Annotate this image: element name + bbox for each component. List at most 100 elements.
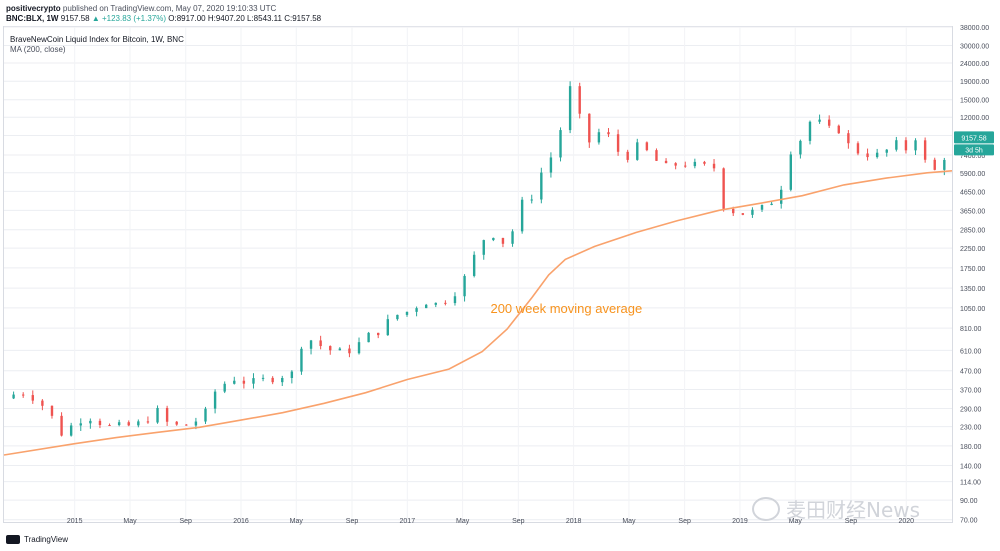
- y-tick-label: 4650.00: [960, 189, 985, 196]
- footer-brand[interactable]: TradingView: [24, 535, 69, 544]
- x-tick-label: 2018: [566, 518, 582, 525]
- publication-info: positivecrypto published on TradingView.…: [6, 4, 276, 13]
- candle-body: [568, 86, 572, 131]
- grid: [4, 26, 952, 522]
- candle-body: [79, 423, 82, 426]
- symbol-name[interactable]: BNC:BLX, 1W: [6, 14, 59, 23]
- x-tick-label: Sep: [179, 518, 192, 525]
- candle-body: [261, 377, 265, 379]
- y-tick-label: 38000.00: [960, 25, 989, 32]
- candle-body: [31, 395, 34, 401]
- ma-annotation: 200 week moving average: [490, 301, 642, 316]
- candle-body: [722, 168, 725, 209]
- y-tick-label: 2250.00: [960, 246, 985, 253]
- candle-body: [703, 161, 706, 164]
- x-tick-label: Sep: [512, 518, 525, 525]
- candle-body: [933, 159, 936, 170]
- candle-body: [780, 189, 783, 204]
- candle-body: [520, 199, 524, 232]
- y-tick-label: 140.00: [960, 463, 982, 470]
- ma-200-line: [3, 170, 953, 456]
- y-tick-label: 30000.00: [960, 43, 989, 50]
- ma-indicator-label[interactable]: MA (200, close): [10, 45, 66, 54]
- candle-body: [117, 422, 121, 426]
- symbol-line: BNC:BLX, 1W 9157.58 ▲ +123.83 (+1.37%) O…: [6, 14, 321, 23]
- author-name[interactable]: positivecrypto: [6, 4, 61, 13]
- candle-body: [741, 213, 745, 215]
- candle-body: [348, 348, 351, 354]
- candle-body: [463, 275, 466, 297]
- candle-body: [847, 133, 850, 144]
- y-tick-label: 90.00: [960, 498, 978, 505]
- candle-body: [300, 348, 303, 372]
- candle-body: [856, 143, 860, 154]
- x-tick-label: May: [123, 518, 137, 525]
- y-tick-label: 2850.00: [960, 228, 985, 235]
- candle-body: [386, 319, 390, 336]
- candle-body: [185, 424, 188, 426]
- candle-body: [424, 304, 428, 309]
- y-tick-label: 12000.00: [960, 115, 989, 122]
- last-price-tag-label: 9157.58: [961, 135, 986, 142]
- candle-body: [405, 311, 409, 315]
- candle-body: [472, 254, 476, 276]
- candle-body: [943, 159, 946, 170]
- candle-body: [290, 371, 294, 379]
- x-tick-label: Sep: [346, 518, 359, 525]
- y-tick-label: 1750.00: [960, 266, 985, 273]
- y-tick-label: 19000.00: [960, 79, 989, 86]
- candle-body: [895, 140, 898, 150]
- candle-body: [875, 152, 879, 158]
- candle-body: [98, 420, 102, 426]
- candle-body: [885, 149, 888, 153]
- candle-body: [41, 400, 44, 406]
- candle-body: [108, 425, 111, 427]
- candle-body: [156, 407, 159, 423]
- candle-body: [482, 240, 485, 255]
- candle-body: [252, 378, 255, 384]
- candle-body: [165, 407, 169, 422]
- y-tick-label: 114.00: [960, 480, 981, 487]
- countdown-tag: [954, 144, 994, 156]
- countdown-tag-label: 3d 5h: [965, 147, 983, 154]
- candle-body: [377, 332, 380, 336]
- candle-body: [712, 163, 716, 169]
- candle-body: [693, 161, 697, 167]
- candle-body: [904, 140, 908, 151]
- y-tick-label: 470.00: [960, 369, 982, 376]
- candle-body: [540, 172, 543, 200]
- x-tick-label: May: [789, 518, 803, 525]
- watermark-text: 麦田财经News: [786, 498, 921, 522]
- price-change: ▲ +123.83 (+1.37%): [91, 14, 167, 23]
- candle-body: [319, 340, 322, 347]
- candle-body: [808, 121, 812, 141]
- candle-body: [223, 383, 226, 392]
- x-tick-label: 2019: [732, 518, 748, 525]
- y-tick-label: 370.00: [960, 387, 982, 394]
- candle-body: [837, 125, 840, 134]
- wechat-logo-icon: [752, 496, 780, 521]
- candle-body: [396, 314, 399, 320]
- candle-body: [338, 348, 342, 351]
- candle-body: [194, 421, 198, 426]
- candle-body: [866, 153, 869, 158]
- x-tick-label: 2016: [233, 518, 249, 525]
- candle-body: [818, 119, 821, 122]
- candle-body: [607, 132, 610, 135]
- candle-body: [655, 150, 658, 161]
- y-tick-label: 70.00: [960, 518, 978, 525]
- candle-body: [664, 160, 668, 164]
- y-tick-label: 24000.00: [960, 61, 989, 68]
- footer: TradingView: [6, 535, 68, 544]
- candle-body: [213, 391, 217, 409]
- axes: 38000.00 30000.00 24000.00 19000.00 15000.00…: [67, 25, 989, 525]
- candle-body: [50, 405, 54, 416]
- candle-body: [21, 394, 25, 396]
- candle-body: [69, 425, 73, 436]
- candle-body: [415, 308, 418, 312]
- y-tick-label: 230.00: [960, 425, 982, 432]
- candle-body: [588, 113, 591, 143]
- y-tick-label: 610.00: [960, 348, 982, 355]
- candle-body: [367, 332, 370, 343]
